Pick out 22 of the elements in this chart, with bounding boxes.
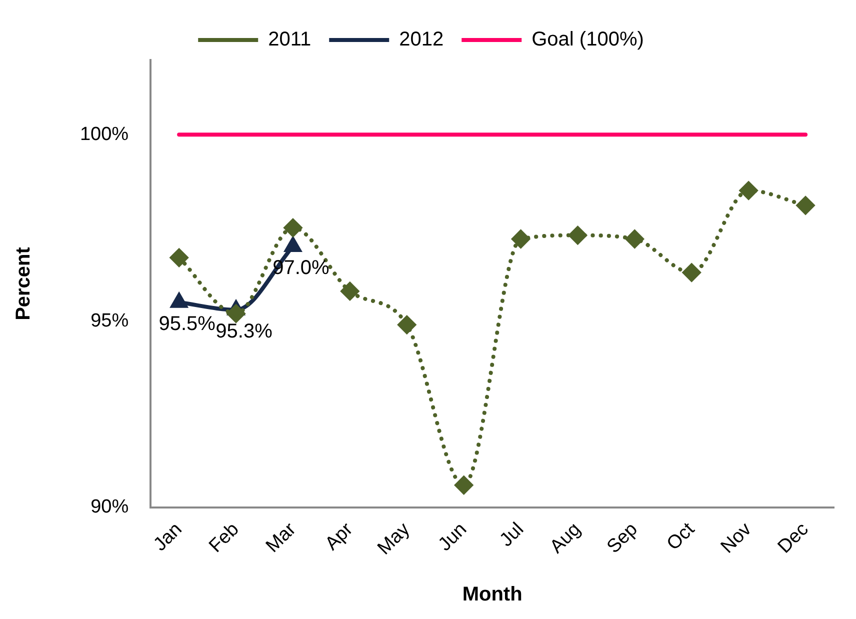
legend-label: 2011: [268, 28, 312, 51]
x-tick-label: Oct: [663, 518, 700, 555]
x-tick-label: Feb: [205, 518, 244, 557]
x-tick-label: Aug: [546, 518, 585, 558]
data-label: 95.3%: [216, 320, 273, 342]
data-label: 95.5%: [158, 312, 216, 335]
x-tick-label: Dec: [774, 518, 813, 558]
x-tick-label: Sep: [603, 518, 642, 558]
y-tick-label: 90%: [90, 496, 129, 518]
x-axis-title: Month: [462, 584, 522, 606]
x-tick-label: May: [374, 518, 414, 560]
x-tick-label: Nov: [717, 518, 756, 558]
y-axis-title: Percent: [12, 246, 35, 320]
x-tick-label: Mar: [262, 518, 301, 557]
legend-label: Goal (100%): [532, 28, 644, 51]
x-tick-label: Apr: [321, 518, 358, 555]
x-tick-label: Jul: [496, 518, 528, 551]
y-tick-label: 95%: [90, 310, 129, 332]
legend-label: 2012: [399, 28, 444, 51]
y-tick-label: 100%: [80, 124, 129, 145]
x-tick-label: Jan: [150, 518, 186, 556]
x-tick-label: Jun: [434, 518, 472, 556]
